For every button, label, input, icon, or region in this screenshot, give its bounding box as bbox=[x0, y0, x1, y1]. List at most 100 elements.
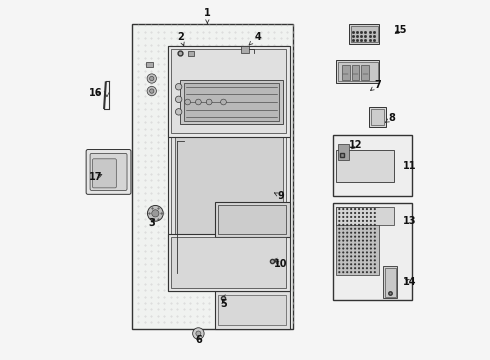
Circle shape bbox=[370, 224, 372, 226]
FancyBboxPatch shape bbox=[86, 149, 131, 194]
Circle shape bbox=[193, 328, 204, 339]
Circle shape bbox=[350, 271, 352, 273]
Circle shape bbox=[147, 86, 156, 96]
Circle shape bbox=[358, 251, 360, 253]
Bar bbox=[370, 109, 384, 125]
Bar bbox=[351, 65, 359, 80]
Circle shape bbox=[342, 263, 344, 265]
Circle shape bbox=[350, 228, 352, 230]
Circle shape bbox=[350, 231, 352, 234]
Circle shape bbox=[350, 243, 352, 246]
Circle shape bbox=[362, 216, 364, 218]
Bar bbox=[338, 144, 349, 160]
Circle shape bbox=[358, 271, 360, 273]
Circle shape bbox=[346, 255, 348, 257]
Text: 17: 17 bbox=[90, 172, 103, 182]
Circle shape bbox=[196, 331, 201, 336]
Text: 6: 6 bbox=[195, 334, 202, 345]
Circle shape bbox=[338, 259, 341, 261]
Bar bbox=[337, 60, 379, 83]
Text: 11: 11 bbox=[403, 161, 416, 171]
Bar bbox=[188, 51, 194, 56]
Circle shape bbox=[374, 243, 376, 246]
Circle shape bbox=[346, 271, 348, 273]
Circle shape bbox=[346, 224, 348, 226]
Bar bbox=[351, 26, 378, 42]
Circle shape bbox=[338, 267, 341, 269]
Circle shape bbox=[362, 208, 364, 210]
Circle shape bbox=[342, 259, 344, 261]
Circle shape bbox=[338, 231, 341, 234]
Circle shape bbox=[366, 259, 368, 261]
Circle shape bbox=[354, 271, 356, 273]
Circle shape bbox=[362, 247, 364, 249]
Circle shape bbox=[342, 231, 344, 234]
Circle shape bbox=[374, 212, 376, 214]
Circle shape bbox=[346, 259, 348, 261]
Circle shape bbox=[342, 247, 344, 249]
Text: 12: 12 bbox=[349, 140, 363, 150]
Circle shape bbox=[350, 216, 352, 218]
Circle shape bbox=[370, 220, 372, 222]
Bar bbox=[172, 237, 286, 288]
Bar bbox=[337, 207, 379, 275]
Text: 3: 3 bbox=[148, 218, 155, 228]
Circle shape bbox=[358, 247, 360, 249]
Circle shape bbox=[366, 243, 368, 246]
Circle shape bbox=[346, 247, 348, 249]
Circle shape bbox=[346, 251, 348, 253]
Circle shape bbox=[346, 239, 348, 242]
Bar bbox=[172, 49, 286, 288]
Circle shape bbox=[358, 208, 360, 210]
Circle shape bbox=[362, 243, 364, 246]
Circle shape bbox=[346, 228, 348, 230]
Circle shape bbox=[362, 235, 364, 238]
Circle shape bbox=[196, 99, 201, 105]
Circle shape bbox=[354, 251, 356, 253]
Circle shape bbox=[338, 239, 341, 242]
Circle shape bbox=[346, 235, 348, 238]
Circle shape bbox=[338, 271, 341, 273]
Circle shape bbox=[342, 239, 344, 242]
Bar bbox=[333, 135, 412, 196]
FancyBboxPatch shape bbox=[90, 153, 127, 190]
Circle shape bbox=[346, 267, 348, 269]
FancyBboxPatch shape bbox=[93, 159, 116, 188]
Circle shape bbox=[350, 224, 352, 226]
Circle shape bbox=[342, 267, 344, 269]
Circle shape bbox=[354, 247, 356, 249]
Circle shape bbox=[346, 216, 348, 218]
Bar bbox=[175, 53, 283, 284]
Text: 9: 9 bbox=[274, 191, 284, 201]
Circle shape bbox=[362, 231, 364, 234]
Circle shape bbox=[350, 263, 352, 265]
Circle shape bbox=[358, 243, 360, 246]
Bar bbox=[242, 46, 249, 53]
Circle shape bbox=[147, 74, 156, 83]
Circle shape bbox=[370, 243, 372, 246]
Circle shape bbox=[342, 224, 344, 226]
Circle shape bbox=[149, 89, 154, 93]
Circle shape bbox=[366, 235, 368, 238]
Circle shape bbox=[354, 220, 356, 222]
Circle shape bbox=[346, 212, 348, 214]
Circle shape bbox=[366, 212, 368, 214]
Circle shape bbox=[362, 267, 364, 269]
Circle shape bbox=[350, 220, 352, 222]
Circle shape bbox=[354, 208, 356, 210]
Circle shape bbox=[358, 224, 360, 226]
Circle shape bbox=[374, 216, 376, 218]
Circle shape bbox=[366, 224, 368, 226]
Circle shape bbox=[358, 259, 360, 261]
Circle shape bbox=[350, 239, 352, 242]
Text: 15: 15 bbox=[394, 25, 408, 35]
Circle shape bbox=[185, 99, 191, 105]
Bar bbox=[333, 203, 412, 300]
Circle shape bbox=[354, 259, 356, 261]
Bar bbox=[215, 291, 290, 329]
Circle shape bbox=[374, 239, 376, 242]
Circle shape bbox=[366, 220, 368, 222]
Circle shape bbox=[354, 235, 356, 238]
Circle shape bbox=[350, 259, 352, 261]
Circle shape bbox=[370, 251, 372, 253]
